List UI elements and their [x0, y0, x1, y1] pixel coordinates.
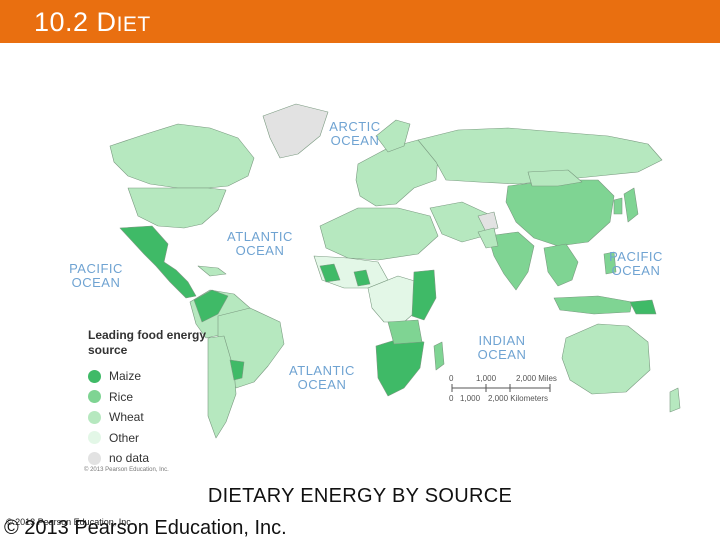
middle-east-region	[429, 201, 489, 243]
legend-label-rice: Rice	[109, 389, 134, 404]
east-africa-region	[411, 269, 437, 321]
slide-header: 10.2 DIET	[0, 0, 720, 43]
scale-km-2000: 2,000 Kilometers	[488, 394, 549, 403]
legend-label-no-data: no data	[109, 451, 150, 466]
legend-swatch-maize	[88, 369, 101, 383]
south-america-south-region	[207, 335, 237, 439]
scale-bar-graphic	[451, 384, 551, 392]
legend-item-wheat: Wheat	[88, 407, 208, 428]
north-america-north-region	[109, 123, 255, 189]
slide-title-prefix: 10.2 D	[34, 7, 117, 37]
slide-title-rest: IET	[116, 13, 151, 36]
map-copyright: © 2013 Pearson Education, Inc.	[84, 467, 169, 473]
west-africa-maize-region	[319, 263, 341, 283]
korea-region	[613, 197, 623, 215]
atlantic-ocean-north-label: ATLANTIC OCEAN	[227, 229, 293, 258]
slide-caption: DIETARY ENERGY BY SOURCE	[207, 485, 513, 507]
europe-region	[355, 139, 439, 207]
philippines-region	[603, 251, 617, 275]
greenland-region	[262, 103, 329, 159]
north-africa-region	[319, 207, 439, 261]
southeast-asia-region	[543, 243, 579, 287]
legend-item-maize: Maize	[88, 366, 208, 387]
mexico-region	[119, 225, 197, 299]
legend-item-rice: Rice	[88, 387, 208, 408]
slide-title: 10.2 DIET	[34, 6, 151, 41]
scale-miles-2000: 2,000 Miles	[516, 374, 557, 383]
china-region	[505, 179, 615, 247]
paraguay-region	[229, 359, 245, 381]
legend-label-maize: Maize	[109, 369, 142, 384]
southern-africa-mid-region	[387, 319, 423, 345]
legend-swatch-other	[88, 431, 101, 445]
legend-item-other: Other	[88, 428, 208, 449]
pakistan-region	[477, 227, 499, 249]
world-map: ARCTIC OCEAN ATLANTIC OCEAN PACIFIC OCEA…	[58, 76, 718, 476]
caribbean-region	[197, 265, 227, 277]
footer-copyright-small: © 2013 Pearson Education, Inc.	[6, 517, 134, 527]
scale-miles-1000: 1,000	[476, 374, 497, 383]
legend-item-no-data: no data	[88, 448, 208, 469]
new-guinea-region	[629, 299, 657, 315]
scale-km-0: 0	[449, 394, 454, 403]
map-legend: Leading food energy source Maize Rice Wh…	[88, 328, 208, 469]
russia-region	[417, 127, 663, 185]
usa-region	[127, 187, 227, 229]
legend-swatch-rice	[88, 390, 101, 404]
map-scale: 0 1,000 2,000 Miles 0 1,000 2,000 Kilome…	[446, 372, 596, 412]
southern-africa-region	[375, 337, 425, 397]
pacific-ocean-east-label: PACIFIC OCEAN	[609, 249, 663, 278]
legend-label-other: Other	[109, 430, 140, 445]
legend-label-wheat: Wheat	[109, 410, 144, 425]
legend-items: Maize Rice Wheat Other no data	[88, 366, 208, 469]
world-map-graphic	[109, 103, 681, 439]
legend-swatch-wheat	[88, 410, 101, 424]
new-zealand-region	[669, 387, 681, 413]
indian-ocean-label: INDIAN OCEAN	[477, 333, 527, 362]
arctic-ocean-label: ARCTIC OCEAN	[329, 119, 381, 148]
scale-km-1000: 1,000	[460, 394, 481, 403]
australia-region	[561, 323, 651, 395]
legend-title: Leading food energy source	[88, 328, 207, 357]
mongolia-region	[527, 169, 583, 187]
colombia-venezuela-region	[193, 289, 229, 323]
japan-region	[623, 187, 639, 223]
legend-swatch-no-data	[88, 451, 101, 465]
pacific-ocean-west-label: PACIFIC OCEAN	[69, 261, 123, 290]
indonesia-region	[553, 295, 633, 315]
scandinavia-region	[375, 119, 411, 153]
nigeria-region	[353, 269, 371, 287]
footer-copyright-large: © 2013 Pearson Education, Inc.	[4, 517, 287, 539]
scale-miles-0: 0	[449, 374, 454, 383]
afghanistan-region	[477, 211, 499, 233]
madagascar-region	[433, 341, 445, 371]
atlantic-ocean-south-label: ATLANTIC OCEAN	[289, 363, 355, 392]
india-region	[487, 231, 535, 291]
